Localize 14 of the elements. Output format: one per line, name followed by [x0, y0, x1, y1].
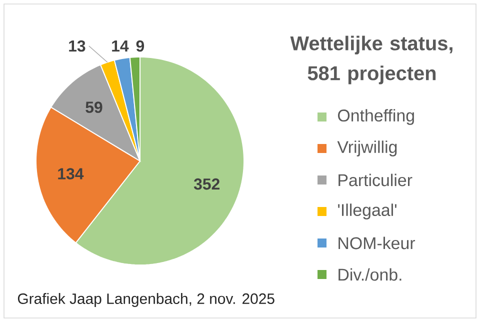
text: Wettelijke status, 581 projecten [290, 36, 452, 84]
legend-label: Particulier [338, 174, 412, 186]
legend-label: 'Illegaal' [338, 204, 396, 220]
data-label: 9 [136, 40, 144, 52]
data-label: 14 [112, 40, 129, 52]
data-label: 59 [86, 102, 102, 113]
data-label: 352 [194, 178, 220, 190]
text: Grafiek Jaap Langenbach, 2 nov. 2025 [18, 293, 274, 307]
legend-label: Ontheffing [338, 109, 414, 125]
legend-label: NOM-keur [338, 236, 416, 250]
legend-label: Vrijwillig [337, 140, 397, 156]
data-label: 13 [69, 40, 86, 52]
legend-label: Div./onb. [338, 268, 402, 281]
data-label: 134 [58, 168, 84, 180]
